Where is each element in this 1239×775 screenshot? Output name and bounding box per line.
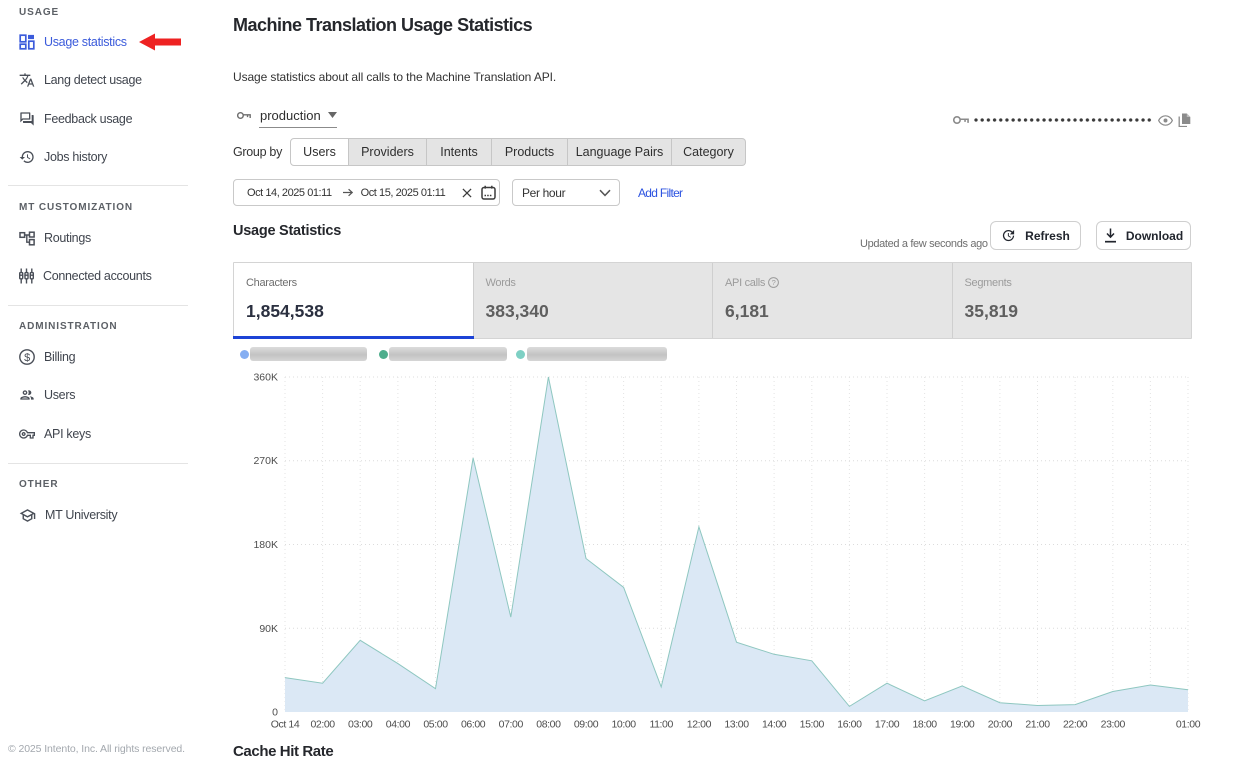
svg-text:16:00: 16:00 bbox=[837, 719, 862, 731]
svg-text:09:00: 09:00 bbox=[574, 719, 599, 731]
svg-text:270K: 270K bbox=[253, 455, 278, 467]
svg-text:13:00: 13:00 bbox=[724, 719, 749, 731]
svg-text:90K: 90K bbox=[259, 623, 278, 635]
svg-text:03:00: 03:00 bbox=[348, 719, 373, 731]
svg-text:12:00: 12:00 bbox=[687, 719, 712, 731]
svg-text:17:00: 17:00 bbox=[875, 719, 900, 731]
svg-text:10:00: 10:00 bbox=[611, 719, 636, 731]
svg-text:360K: 360K bbox=[253, 372, 278, 384]
svg-text:14:00: 14:00 bbox=[762, 719, 787, 731]
svg-text:Oct 14: Oct 14 bbox=[271, 719, 300, 731]
svg-text:01:00: 01:00 bbox=[1176, 719, 1201, 731]
svg-text:?: ? bbox=[771, 278, 775, 287]
svg-text:04:00: 04:00 bbox=[386, 719, 411, 731]
svg-text:02:00: 02:00 bbox=[310, 719, 335, 731]
svg-text:180K: 180K bbox=[253, 539, 278, 551]
svg-text:21:00: 21:00 bbox=[1025, 719, 1050, 731]
svg-text:0: 0 bbox=[272, 707, 278, 719]
svg-text:07:00: 07:00 bbox=[499, 719, 524, 731]
svg-text:06:00: 06:00 bbox=[461, 719, 486, 731]
svg-text:08:00: 08:00 bbox=[536, 719, 561, 731]
svg-text:05:00: 05:00 bbox=[423, 719, 448, 731]
svg-text:23:00: 23:00 bbox=[1101, 719, 1126, 731]
svg-text:15:00: 15:00 bbox=[800, 719, 825, 731]
svg-text:22:00: 22:00 bbox=[1063, 719, 1088, 731]
svg-text:20:00: 20:00 bbox=[988, 719, 1013, 731]
svg-text:19:00: 19:00 bbox=[950, 719, 975, 731]
svg-text:18:00: 18:00 bbox=[912, 719, 937, 731]
svg-text:11:00: 11:00 bbox=[649, 719, 673, 731]
svg-text:$: $ bbox=[24, 352, 30, 364]
